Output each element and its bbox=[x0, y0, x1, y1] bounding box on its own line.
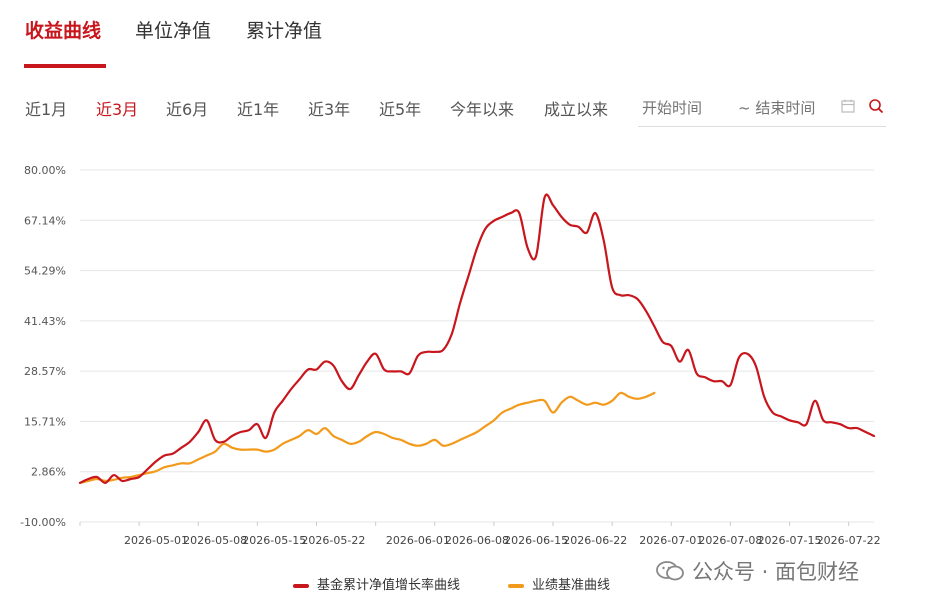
benchmark-series-line bbox=[78, 391, 656, 484]
date-range-picker bbox=[638, 94, 886, 127]
chart-legend: 基金累计净值增长率曲线 业绩基准曲线 bbox=[0, 574, 936, 596]
legend-benchmark[interactable]: 业绩基准曲线 bbox=[508, 574, 610, 593]
x-tick-label: 2026-07-08 bbox=[698, 534, 762, 547]
x-tick-label: 2026-07-01 bbox=[639, 534, 703, 547]
active-tab-underline bbox=[24, 64, 106, 68]
y-tick-label: 2.86% bbox=[31, 466, 66, 479]
legend-benchmark-label: 业绩基准曲线 bbox=[532, 578, 611, 593]
start-date-input[interactable] bbox=[642, 94, 734, 122]
watermark-text: 公众号 · 面包财经 bbox=[692, 560, 860, 584]
calendar-icon[interactable] bbox=[840, 98, 858, 116]
fund-series-line bbox=[78, 193, 876, 484]
y-tick-label: 15.71% bbox=[24, 415, 66, 428]
tab-bar: 收益曲线 单位净值 累计净值 bbox=[0, 0, 936, 72]
period-3m[interactable]: 近3月 bbox=[96, 100, 139, 119]
x-tick-label: 2026-06-15 bbox=[504, 534, 568, 547]
period-since-inception[interactable]: 成立以来 bbox=[544, 100, 609, 119]
period-5y[interactable]: 近5年 bbox=[379, 100, 422, 119]
legend-fund[interactable]: 基金累计净值增长率曲线 bbox=[293, 574, 460, 593]
watermark: 公众号 · 面包财经 bbox=[656, 556, 859, 587]
y-tick-label: 41.43% bbox=[24, 315, 66, 328]
legend-fund-label: 基金累计净值增长率曲线 bbox=[317, 578, 461, 593]
x-tick-label: 2026-07-22 bbox=[817, 534, 881, 547]
x-tick-label: 2026-05-22 bbox=[301, 534, 365, 547]
tab-unit-nav[interactable]: 单位净值 bbox=[135, 20, 212, 42]
x-tick-label: 2026-05-15 bbox=[242, 534, 306, 547]
period-6m[interactable]: 近6月 bbox=[166, 100, 209, 119]
y-tick-label: -10.00% bbox=[20, 516, 66, 529]
x-tick-label: 2026-06-08 bbox=[445, 534, 509, 547]
period-1y[interactable]: 近1年 bbox=[237, 100, 280, 119]
x-tick-label: 2026-05-08 bbox=[183, 534, 247, 547]
period-3y[interactable]: 近3年 bbox=[308, 100, 351, 119]
tab-return-curve[interactable]: 收益曲线 bbox=[25, 20, 102, 42]
x-tick-label: 2026-05-01 bbox=[124, 534, 188, 547]
y-tick-label: 54.29% bbox=[24, 265, 66, 278]
x-tick-label: 2026-06-01 bbox=[386, 534, 450, 547]
wechat-icon bbox=[656, 560, 684, 587]
x-tick-label: 2026-07-15 bbox=[758, 534, 822, 547]
period-ytd[interactable]: 今年以来 bbox=[450, 100, 515, 119]
end-date-input[interactable] bbox=[738, 94, 838, 122]
return-chart: 80.00% 67.14% 54.29% 41.43% 28.57% 15.71% 2.86… bbox=[20, 164, 881, 547]
y-tick-label: 67.14% bbox=[24, 214, 66, 227]
legend-benchmark-swatch bbox=[508, 583, 524, 588]
period-1m[interactable]: 近1月 bbox=[25, 100, 68, 119]
search-icon[interactable] bbox=[868, 98, 886, 116]
tab-cumulative-nav[interactable]: 累计净值 bbox=[246, 20, 323, 42]
y-tick-label: 28.57% bbox=[24, 365, 66, 378]
period-selector: 近1月 近3月 近6月 近1年 近3年 近5年 今年以来 成立以来 bbox=[0, 96, 936, 124]
x-tick-label: 2026-06-22 bbox=[563, 534, 627, 547]
y-tick-label: 80.00% bbox=[24, 164, 66, 177]
legend-fund-swatch bbox=[293, 583, 309, 588]
